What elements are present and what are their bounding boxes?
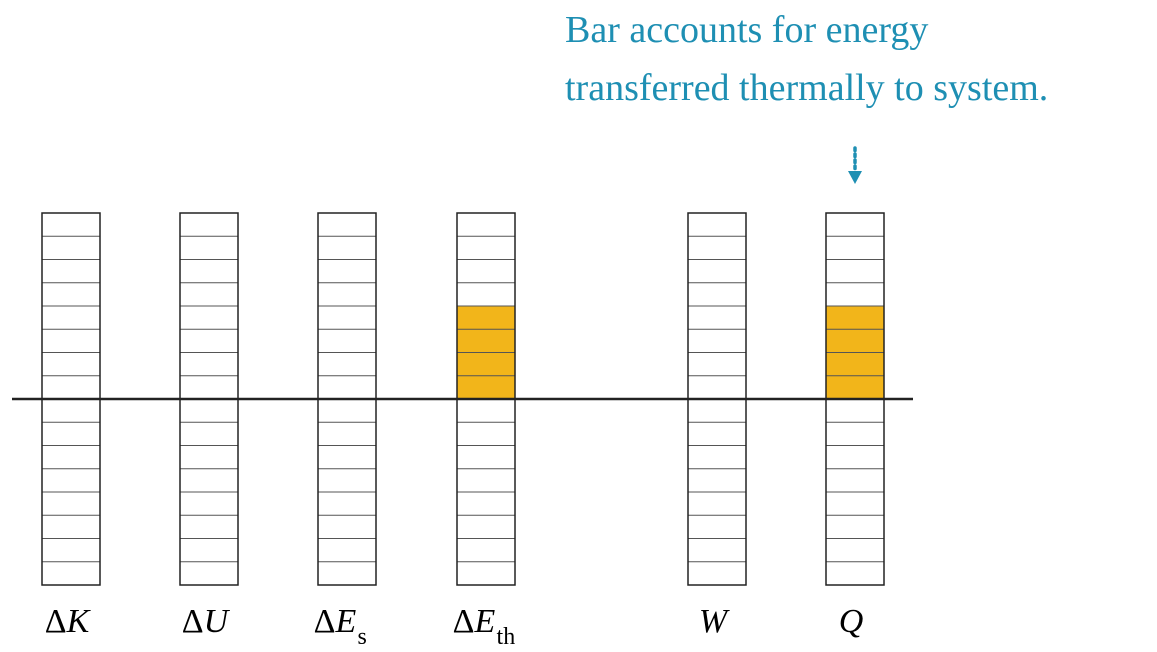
x-tick-subscript: s bbox=[358, 624, 367, 650]
annotation: transferred thermally to system. bbox=[565, 67, 1048, 109]
x-tick-label: ΔE bbox=[453, 603, 496, 640]
x-tick-label: W bbox=[699, 603, 730, 640]
annotation: Bar accounts for energy bbox=[565, 9, 928, 51]
x-tick-label: Q bbox=[839, 603, 864, 640]
x-tick-label: ΔE bbox=[314, 603, 357, 640]
x-tick-label: ΔU bbox=[182, 603, 231, 640]
x-tick-label: ΔK bbox=[45, 603, 92, 640]
x-tick-subscript: th bbox=[497, 624, 516, 650]
annotation-arrowhead bbox=[848, 171, 862, 184]
